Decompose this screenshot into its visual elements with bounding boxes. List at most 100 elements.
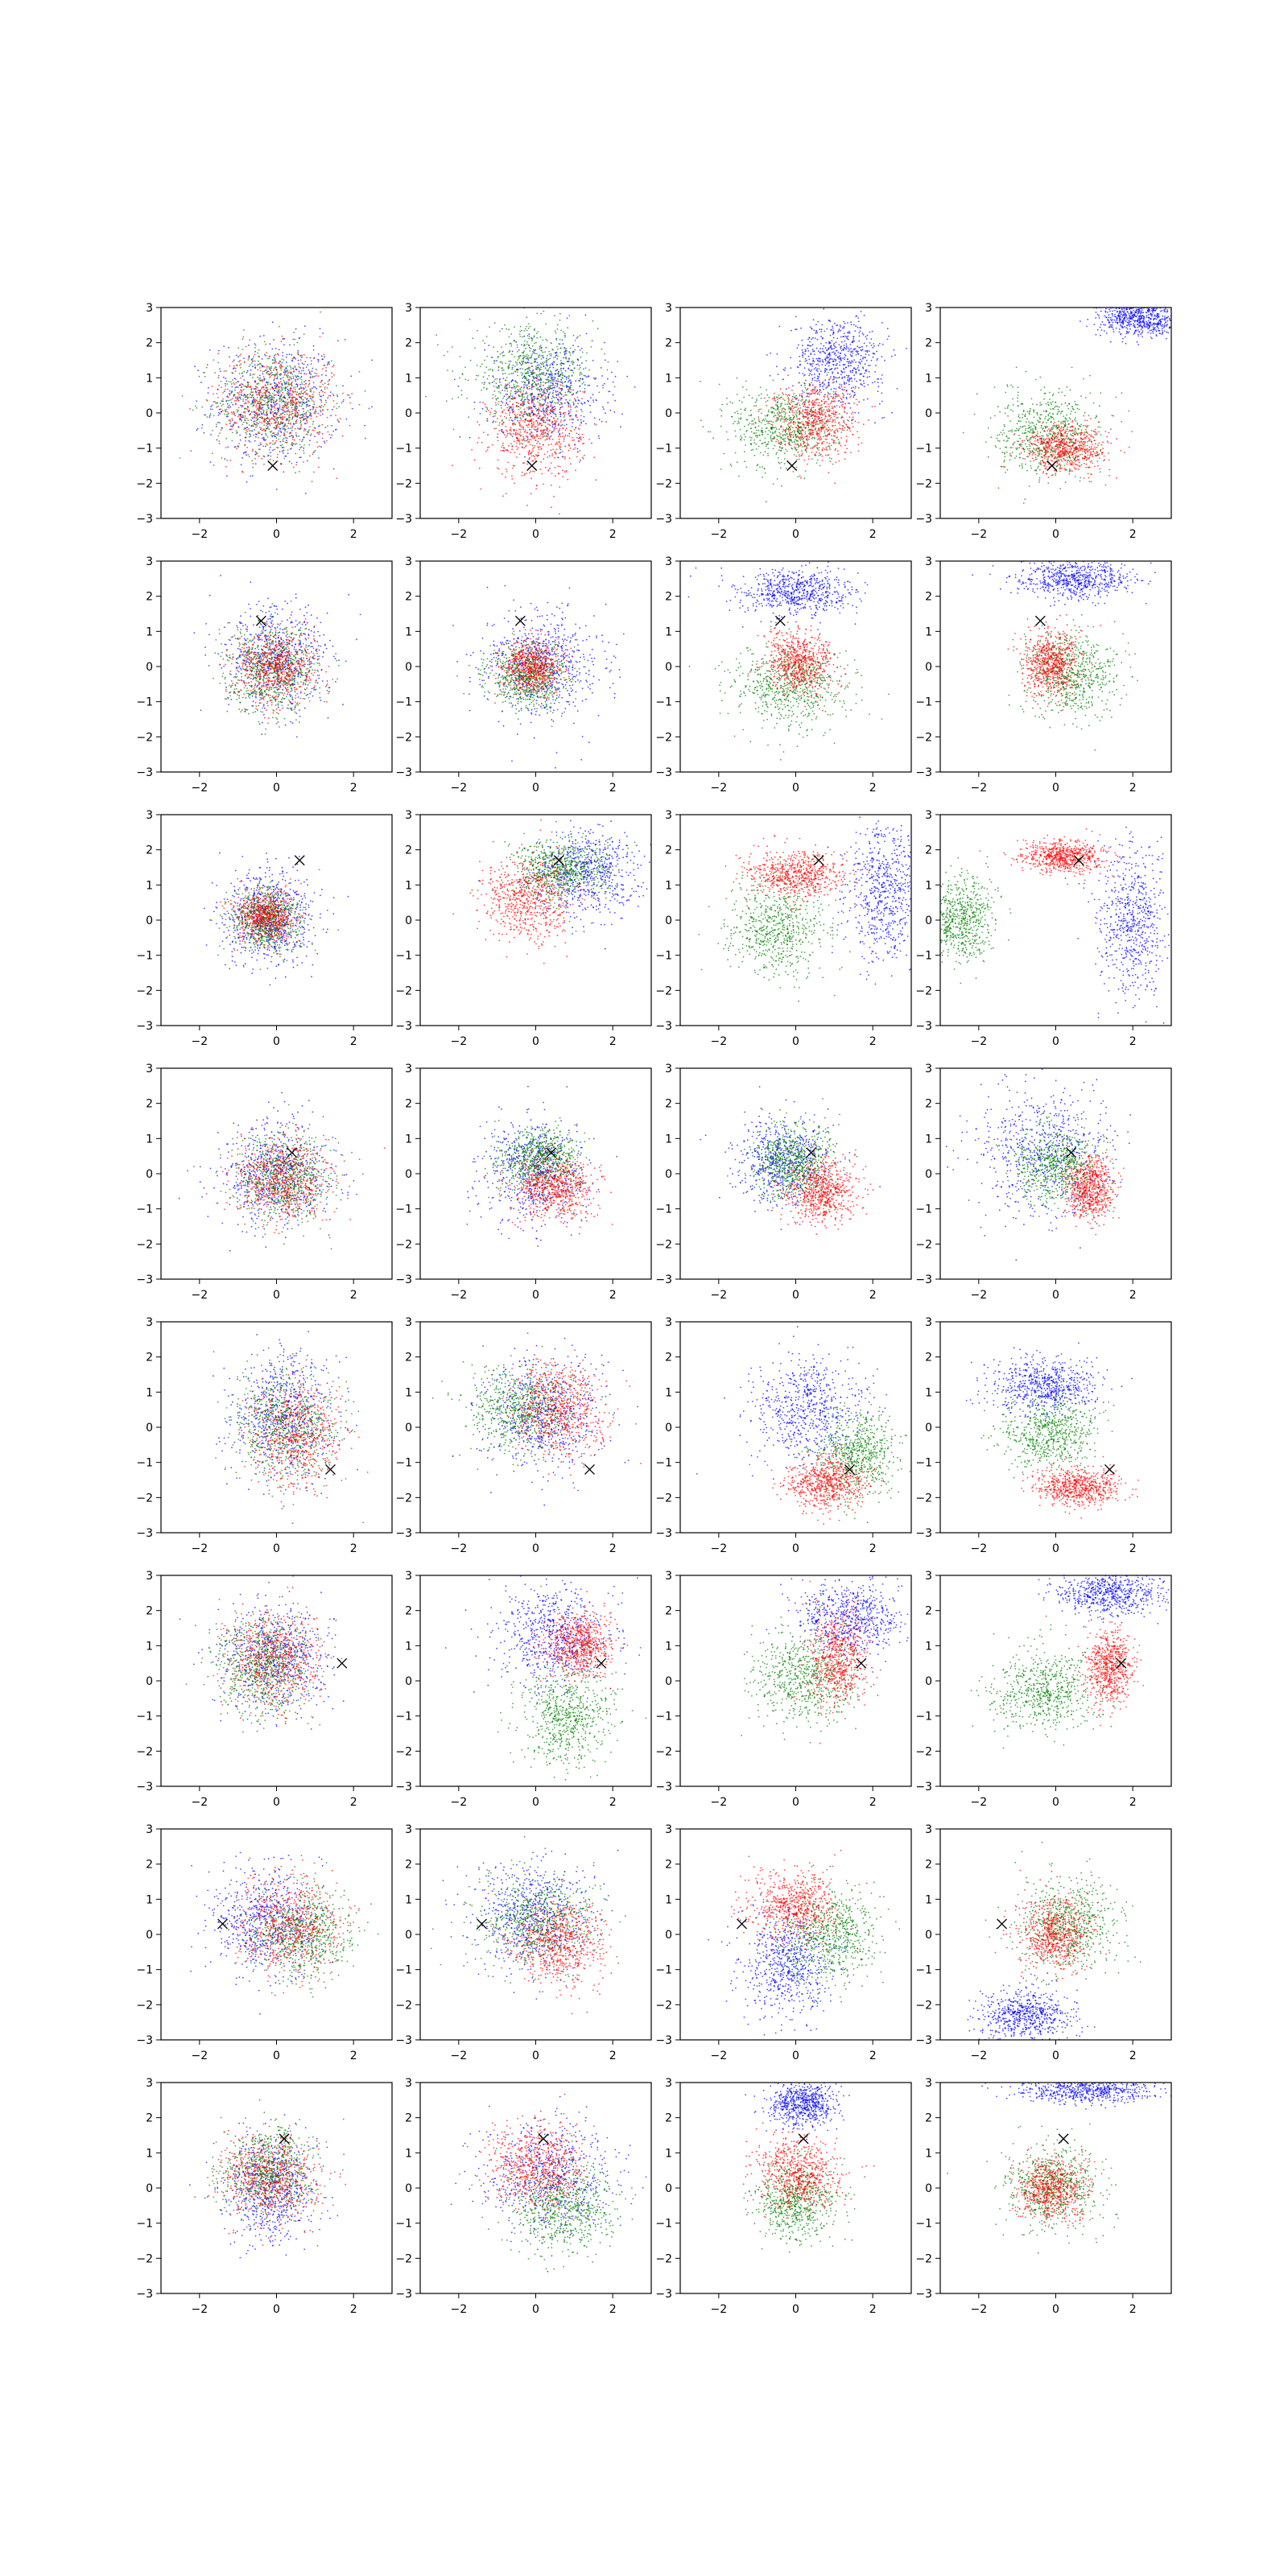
point — [580, 424, 581, 426]
point — [327, 417, 328, 419]
point — [534, 373, 535, 374]
point — [453, 429, 455, 431]
point — [830, 358, 832, 360]
point — [290, 401, 291, 402]
point — [265, 433, 266, 435]
point — [530, 348, 532, 349]
point — [765, 431, 766, 433]
point — [489, 412, 491, 414]
point — [242, 375, 244, 377]
point — [246, 418, 248, 419]
point — [873, 345, 875, 347]
point — [482, 340, 484, 341]
point — [829, 369, 831, 371]
point — [802, 390, 803, 392]
point — [804, 477, 806, 479]
point — [305, 429, 307, 431]
point — [539, 443, 541, 444]
point — [536, 380, 538, 382]
point — [634, 386, 636, 388]
point — [246, 447, 248, 448]
point — [767, 400, 769, 402]
point — [534, 343, 535, 345]
point — [295, 381, 296, 382]
point — [251, 411, 253, 413]
point — [318, 375, 320, 377]
point — [756, 430, 758, 431]
point — [778, 436, 780, 437]
point — [561, 403, 563, 405]
point — [797, 440, 799, 442]
point — [254, 423, 255, 425]
point — [840, 330, 841, 332]
point — [349, 402, 351, 404]
point — [233, 423, 234, 425]
point — [532, 471, 534, 473]
point — [562, 476, 564, 477]
point — [539, 404, 540, 406]
point — [276, 378, 278, 380]
point — [271, 397, 273, 398]
point — [555, 475, 556, 477]
point — [291, 384, 292, 386]
point — [506, 430, 507, 431]
point — [483, 376, 485, 378]
point — [277, 403, 279, 405]
point — [792, 427, 794, 428]
point — [852, 350, 853, 352]
point — [832, 371, 833, 373]
point — [584, 315, 586, 316]
point — [775, 409, 777, 411]
point — [246, 481, 248, 483]
point — [480, 365, 481, 367]
point — [860, 359, 861, 361]
point — [246, 396, 248, 398]
point — [292, 436, 294, 437]
point — [234, 390, 236, 391]
point — [218, 412, 220, 414]
point — [255, 433, 257, 435]
point — [527, 395, 529, 397]
point — [513, 464, 514, 466]
point — [239, 360, 241, 361]
point — [541, 347, 543, 349]
point — [571, 361, 572, 362]
point — [299, 447, 301, 448]
point — [526, 440, 527, 442]
point — [857, 365, 859, 367]
point — [305, 423, 307, 424]
point — [586, 333, 588, 335]
point — [564, 386, 565, 387]
point — [850, 362, 852, 364]
point — [822, 364, 824, 365]
point — [842, 336, 844, 337]
point — [840, 324, 841, 326]
point — [532, 345, 534, 347]
point — [297, 384, 299, 386]
point — [514, 393, 516, 394]
point — [342, 393, 344, 394]
point — [564, 332, 566, 334]
point — [452, 398, 453, 400]
point — [233, 365, 235, 367]
point — [493, 362, 495, 364]
point — [283, 338, 284, 340]
point — [522, 428, 524, 430]
point — [825, 455, 827, 456]
point — [861, 311, 862, 312]
scatter-points — [147, 312, 373, 536]
point — [311, 418, 312, 419]
point — [221, 386, 222, 388]
point — [584, 384, 586, 386]
point — [497, 369, 499, 371]
point — [301, 401, 303, 402]
point — [532, 369, 534, 371]
point — [537, 427, 539, 429]
point — [254, 440, 256, 442]
point — [241, 363, 242, 365]
point — [525, 369, 526, 370]
point — [517, 414, 518, 415]
point — [573, 351, 575, 353]
point — [803, 427, 805, 428]
point — [299, 396, 300, 398]
